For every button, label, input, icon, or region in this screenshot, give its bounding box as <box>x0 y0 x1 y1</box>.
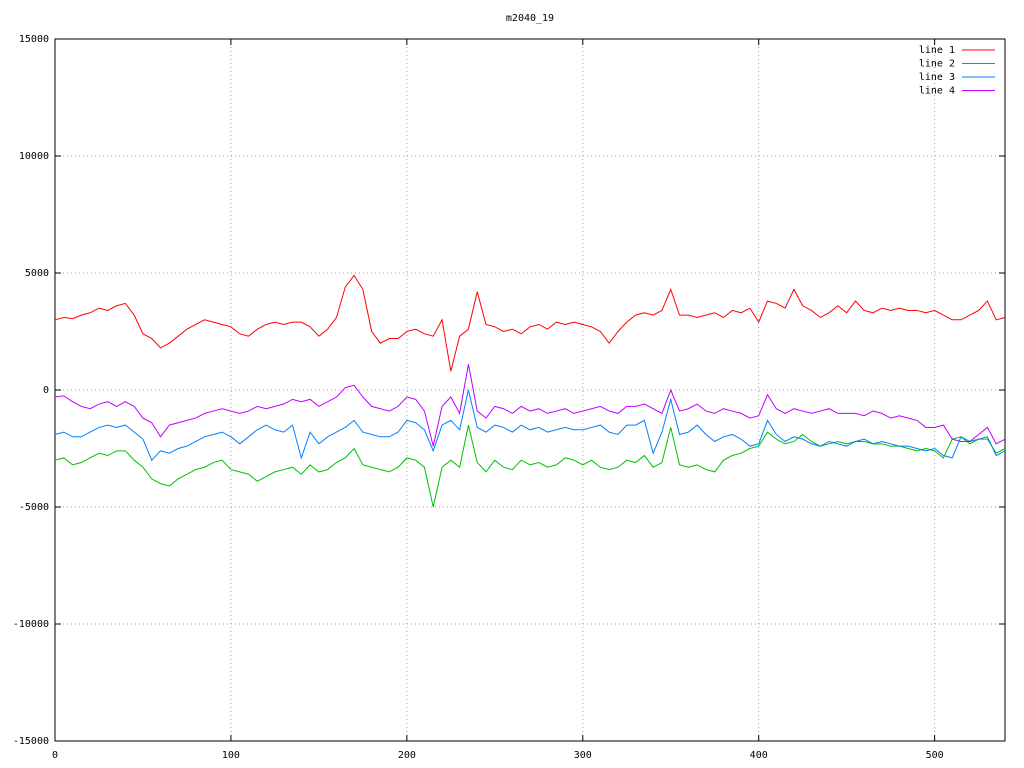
data-line <box>54 274 1006 372</box>
y-tick-label: -5000 <box>19 502 49 513</box>
x-tick-label: 200 <box>398 750 416 761</box>
x-tick-label: 100 <box>222 750 240 761</box>
plot-border <box>54 38 1006 742</box>
x-tick-label: 0 <box>52 750 58 761</box>
legend-label: line 1 <box>919 45 955 56</box>
data-line <box>54 364 1006 447</box>
y-tick-label: 5000 <box>25 268 49 279</box>
data-line <box>54 389 1006 462</box>
x-tick-label: 500 <box>926 750 944 761</box>
y-tick-label: 10000 <box>19 151 49 162</box>
legend-label: line 4 <box>919 86 955 97</box>
y-tick-label: 0 <box>43 385 49 396</box>
legend-label: line 2 <box>919 59 955 70</box>
y-tick-label: -10000 <box>13 619 49 630</box>
y-tick-label: 15000 <box>19 34 49 45</box>
chart-title: m2040_19 <box>506 13 554 24</box>
y-tick-label: -15000 <box>13 736 49 747</box>
legend-label: line 3 <box>919 72 955 83</box>
x-tick-label: 400 <box>750 750 768 761</box>
data-line <box>54 424 1006 508</box>
x-tick-label: 300 <box>574 750 592 761</box>
